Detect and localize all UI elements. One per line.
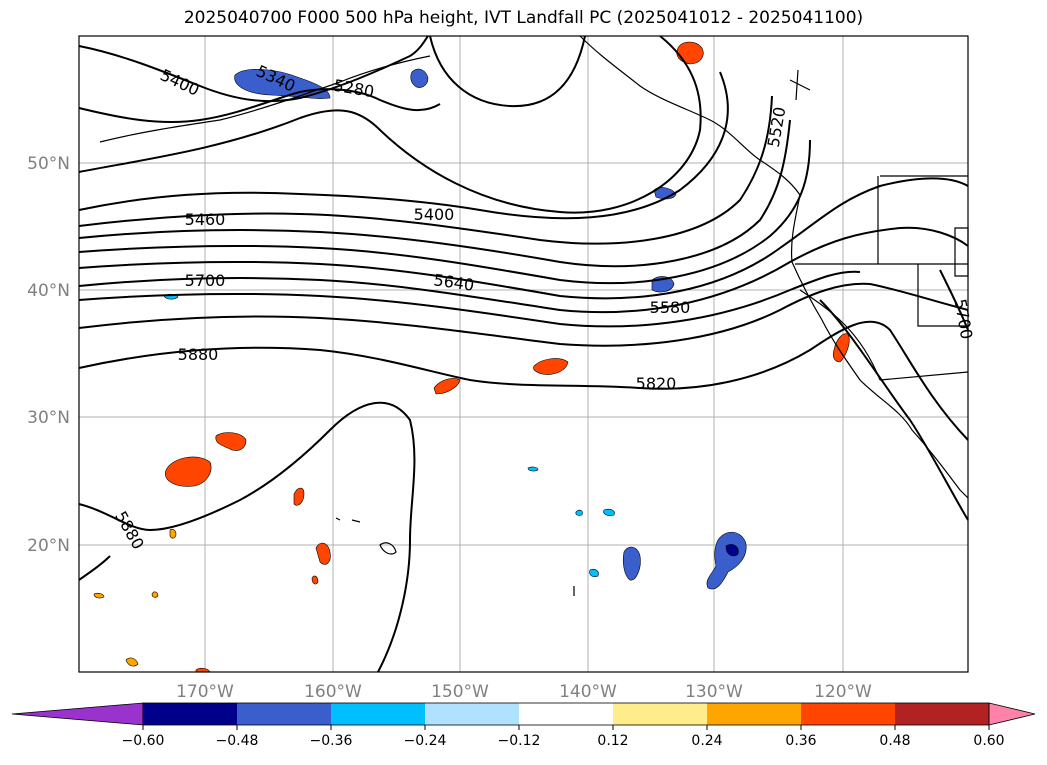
coastline-north-america: [579, 35, 969, 499]
lat-label: 50°N: [27, 154, 70, 174]
contour-label: 5820: [636, 374, 677, 393]
blob-positive: [433, 378, 461, 395]
colorbar-tick-label: −0.24: [404, 733, 447, 749]
contour-line: [78, 35, 702, 214]
colorbar-tick-label: 0.24: [691, 733, 722, 749]
height-contours: [78, 35, 969, 673]
contour-line: [78, 320, 969, 441]
contour-line: [429, 35, 586, 108]
blob-negative: [589, 568, 599, 578]
blob-positive: [832, 333, 850, 363]
blob-positive: [169, 528, 177, 539]
coastline-aleutians: [99, 55, 431, 143]
contour-line: [78, 35, 429, 103]
colorbar-bin: [519, 703, 614, 725]
colorbar-bin: [143, 703, 238, 725]
contour-line: [78, 270, 861, 328]
contour-label: 5700: [185, 271, 226, 290]
colorbar-tick-label: 0.12: [597, 733, 628, 749]
lon-label: 150°W: [431, 682, 489, 702]
colorbar-bin: [707, 703, 802, 725]
colorbar-bin: [895, 703, 990, 725]
contour-line: [78, 139, 811, 285]
lat-label: 40°N: [27, 281, 70, 301]
colorbar-ticks: −0.60 −0.48 −0.36 −0.24 −0.12 0.12 0.24 0.36 0.4…: [122, 725, 1005, 749]
colorbar-tick-label: −0.36: [310, 733, 353, 749]
map-frame: [78, 35, 969, 673]
blob-positive: [215, 432, 247, 451]
contour-line: [78, 282, 969, 347]
colorbar-tick-label: 0.60: [973, 733, 1004, 749]
coastlines: [99, 35, 969, 596]
contour-line: [78, 71, 729, 220]
contour-line: [78, 95, 773, 245]
blob-negative: [622, 546, 641, 581]
colorbar-tick-label: 0.48: [879, 733, 910, 749]
colorbar: [11, 702, 1036, 726]
lon-label: 120°W: [814, 682, 872, 702]
coastline-hawaii: [379, 542, 397, 555]
blob-negative: [603, 508, 615, 516]
lat-label: 30°N: [27, 408, 70, 428]
gridlines: [79, 36, 968, 672]
lat-label: 20°N: [27, 536, 70, 556]
colorbar-tick-label: −0.12: [498, 733, 541, 749]
blob-positive: [676, 41, 704, 65]
border-us-mexico: [879, 371, 969, 381]
colorbar-tick-label: −0.48: [216, 733, 259, 749]
lon-label: 160°W: [304, 682, 362, 702]
contour-line: [819, 299, 969, 521]
contour-line: [78, 119, 791, 268]
blob-positive: [293, 487, 305, 506]
contour-label: 5460: [185, 210, 226, 229]
colorbar-border: [142, 702, 990, 726]
state-border: [917, 264, 968, 327]
blob-negative: [575, 509, 583, 516]
lon-labels: 170°W 160°W 150°W 140°W 130°W 120°W: [176, 682, 872, 702]
blob-positive: [315, 542, 331, 565]
blob-positive: [125, 657, 139, 667]
lat-labels: 50°N 40°N 30°N 20°N: [27, 154, 70, 556]
colorbar-bin: [237, 703, 332, 725]
coastline-hawaii: [335, 517, 361, 523]
contour-label: 5880: [178, 345, 219, 364]
state-border: [799, 289, 881, 381]
colorbar-tick-label: −0.60: [122, 733, 165, 749]
lon-label: 130°W: [685, 682, 743, 702]
colorbar-extend-max: [988, 702, 1036, 726]
blob-positive: [533, 358, 569, 375]
blob-strong-negative: [725, 544, 739, 557]
contour-line: [78, 88, 441, 124]
contour-label: 5400: [414, 205, 455, 224]
colorbar-bin: [801, 703, 896, 725]
blob-positive: [165, 456, 212, 487]
map-title: 2025040700 F000 500 hPa height, IVT Land…: [183, 8, 864, 28]
colorbar-bin: [425, 703, 520, 725]
coastline-detail: [789, 69, 811, 101]
contour-line: [78, 555, 111, 581]
contour-line: [78, 226, 969, 314]
colorbar-bin: [331, 703, 426, 725]
blob-positive: [311, 575, 319, 585]
contour-label: 5580: [650, 298, 691, 317]
lon-label: 140°W: [559, 682, 617, 702]
contour-line: [939, 269, 969, 331]
colorbar-bin: [613, 703, 708, 725]
blob-positive: [93, 592, 105, 599]
blob-negative: [527, 466, 539, 472]
colorbar-tick-label: 0.36: [785, 733, 816, 749]
colorbar-extend-min: [11, 702, 144, 726]
lon-label: 170°W: [176, 682, 234, 702]
contour-line: [78, 401, 416, 673]
blob-positive: [151, 591, 159, 598]
blob-negative: [410, 68, 429, 88]
